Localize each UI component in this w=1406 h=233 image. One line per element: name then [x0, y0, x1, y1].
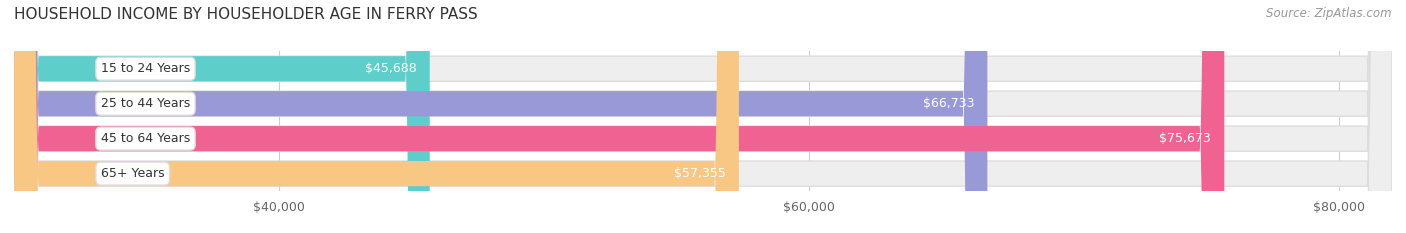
FancyBboxPatch shape: [14, 0, 1392, 233]
Text: $66,733: $66,733: [922, 97, 974, 110]
FancyBboxPatch shape: [14, 0, 987, 233]
FancyBboxPatch shape: [14, 0, 1392, 233]
Text: HOUSEHOLD INCOME BY HOUSEHOLDER AGE IN FERRY PASS: HOUSEHOLD INCOME BY HOUSEHOLDER AGE IN F…: [14, 7, 478, 22]
FancyBboxPatch shape: [14, 0, 430, 233]
Text: 65+ Years: 65+ Years: [101, 167, 165, 180]
Text: Source: ZipAtlas.com: Source: ZipAtlas.com: [1267, 7, 1392, 20]
Text: $75,673: $75,673: [1160, 132, 1211, 145]
FancyBboxPatch shape: [14, 0, 740, 233]
Text: 25 to 44 Years: 25 to 44 Years: [101, 97, 190, 110]
FancyBboxPatch shape: [14, 0, 1225, 233]
Text: 45 to 64 Years: 45 to 64 Years: [101, 132, 190, 145]
Text: 15 to 24 Years: 15 to 24 Years: [101, 62, 190, 75]
Text: $57,355: $57,355: [673, 167, 725, 180]
FancyBboxPatch shape: [14, 0, 1392, 233]
FancyBboxPatch shape: [14, 0, 1392, 233]
Text: $45,688: $45,688: [364, 62, 416, 75]
